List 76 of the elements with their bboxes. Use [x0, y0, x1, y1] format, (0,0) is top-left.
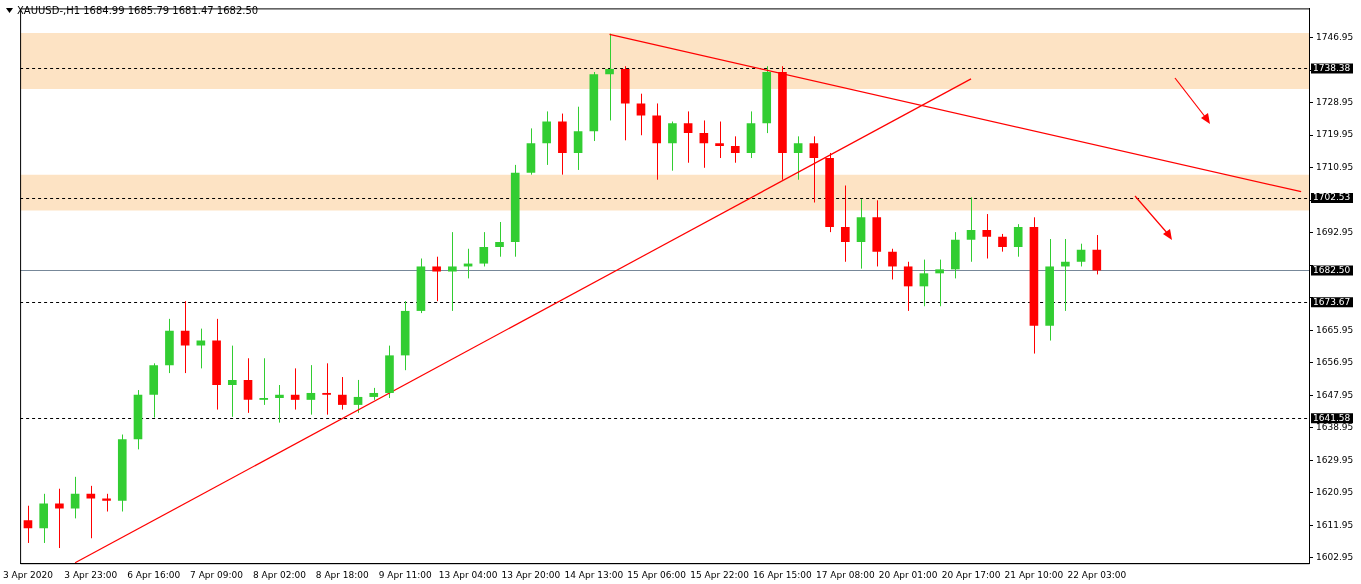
- candlestick: [840, 185, 850, 263]
- candlestick: [730, 135, 740, 164]
- y-tick-label: 1611.95: [1316, 519, 1354, 530]
- candlestick: [888, 248, 897, 280]
- candlestick: [809, 135, 819, 203]
- x-tick-label: 6 Apr 16:00: [127, 569, 181, 580]
- candlestick: [180, 300, 190, 374]
- candlestick: [935, 259, 944, 307]
- x-tick-label: 16 Apr 15:00: [753, 569, 813, 580]
- candlestick: [699, 119, 709, 169]
- x-tick-label: 17 Apr 08:00: [815, 569, 875, 580]
- candlestick: [290, 367, 300, 411]
- x-tick-label: 15 Apr 06:00: [627, 569, 687, 580]
- candlestick: [636, 93, 646, 136]
- y-tick-label: 1719.95: [1316, 129, 1354, 140]
- x-tick-label: 7 Apr 09:00: [190, 569, 244, 580]
- candlestick: [86, 485, 96, 539]
- candlestick: [432, 256, 441, 302]
- x-tick-label: 15 Apr 22:00: [690, 569, 750, 580]
- candlestick: [275, 384, 284, 424]
- y-tick-label: 1710.95: [1316, 161, 1354, 172]
- candlestick: [353, 379, 363, 414]
- candlestick: [715, 121, 724, 159]
- candlestick: [243, 357, 253, 414]
- ref-line-label: 1702.53: [1313, 192, 1351, 203]
- candlestick: [259, 357, 269, 406]
- ref-line-label: 1682.50: [1313, 264, 1351, 275]
- y-tick-label: 1638.95: [1316, 422, 1354, 433]
- candlestick: [1076, 243, 1086, 267]
- candlestick: [306, 364, 316, 416]
- y-tick-label: 1728.95: [1316, 96, 1354, 107]
- x-tick-label: 22 Apr 03:00: [1067, 569, 1127, 580]
- candlestick: [322, 362, 331, 416]
- candlestick: [542, 110, 551, 166]
- candlestick: [966, 196, 976, 263]
- candlestick: [1013, 223, 1023, 258]
- candlestick: [605, 33, 614, 121]
- candlestick: [227, 345, 237, 418]
- y-tick-label: 1620.95: [1316, 487, 1354, 498]
- x-tick-label: 21 Apr 10:00: [1004, 569, 1064, 580]
- x-tick-label: 20 Apr 01:00: [878, 569, 938, 580]
- candlestick: [793, 135, 803, 181]
- x-tick-label: 8 Apr 02:00: [252, 569, 307, 580]
- x-tick-label: 8 Apr 18:00: [315, 569, 370, 580]
- candlestick: [1092, 234, 1102, 275]
- candlestick: [495, 221, 504, 258]
- ref-line-label: 1641.58: [1313, 412, 1351, 423]
- candlestick: [903, 261, 913, 312]
- candlestick: [668, 121, 677, 172]
- candlestick: [70, 476, 80, 519]
- candlestick: [919, 259, 929, 307]
- x-tick-label: 3 Apr 2020: [3, 569, 54, 580]
- x-tick-label: 3 Apr 23:00: [64, 569, 118, 580]
- x-tick-label: 13 Apr 20:00: [501, 569, 561, 580]
- candlestick: [338, 376, 347, 411]
- x-tick-label: 9 Apr 11:00: [378, 569, 432, 580]
- y-tick-label: 1647.95: [1316, 389, 1354, 400]
- candlestick: [479, 231, 489, 267]
- candlestick: [55, 488, 64, 549]
- ref-line-label: 1673.67: [1313, 296, 1351, 307]
- candlestick: [573, 106, 583, 171]
- ref-line-label: 1738.38: [1313, 62, 1351, 73]
- x-tick-label: 13 Apr 04:00: [438, 569, 498, 580]
- x-tick-label: 20 Apr 17:00: [941, 569, 1001, 580]
- y-tick-label: 1746.95: [1316, 31, 1354, 42]
- y-tick-label: 1692.95: [1316, 227, 1354, 238]
- y-tick-label: 1656.95: [1316, 357, 1354, 368]
- candlestick: [982, 213, 992, 260]
- candlestick: [23, 505, 33, 544]
- y-tick-label: 1629.95: [1316, 454, 1354, 465]
- y-tick-label: 1602.95: [1316, 552, 1354, 563]
- candlestick: [196, 328, 206, 369]
- candlestick: [448, 231, 457, 312]
- candlestick: [683, 110, 693, 164]
- y-tick-label: 1665.95: [1316, 324, 1354, 335]
- x-tick-label: 14 Apr 13:00: [564, 569, 624, 580]
